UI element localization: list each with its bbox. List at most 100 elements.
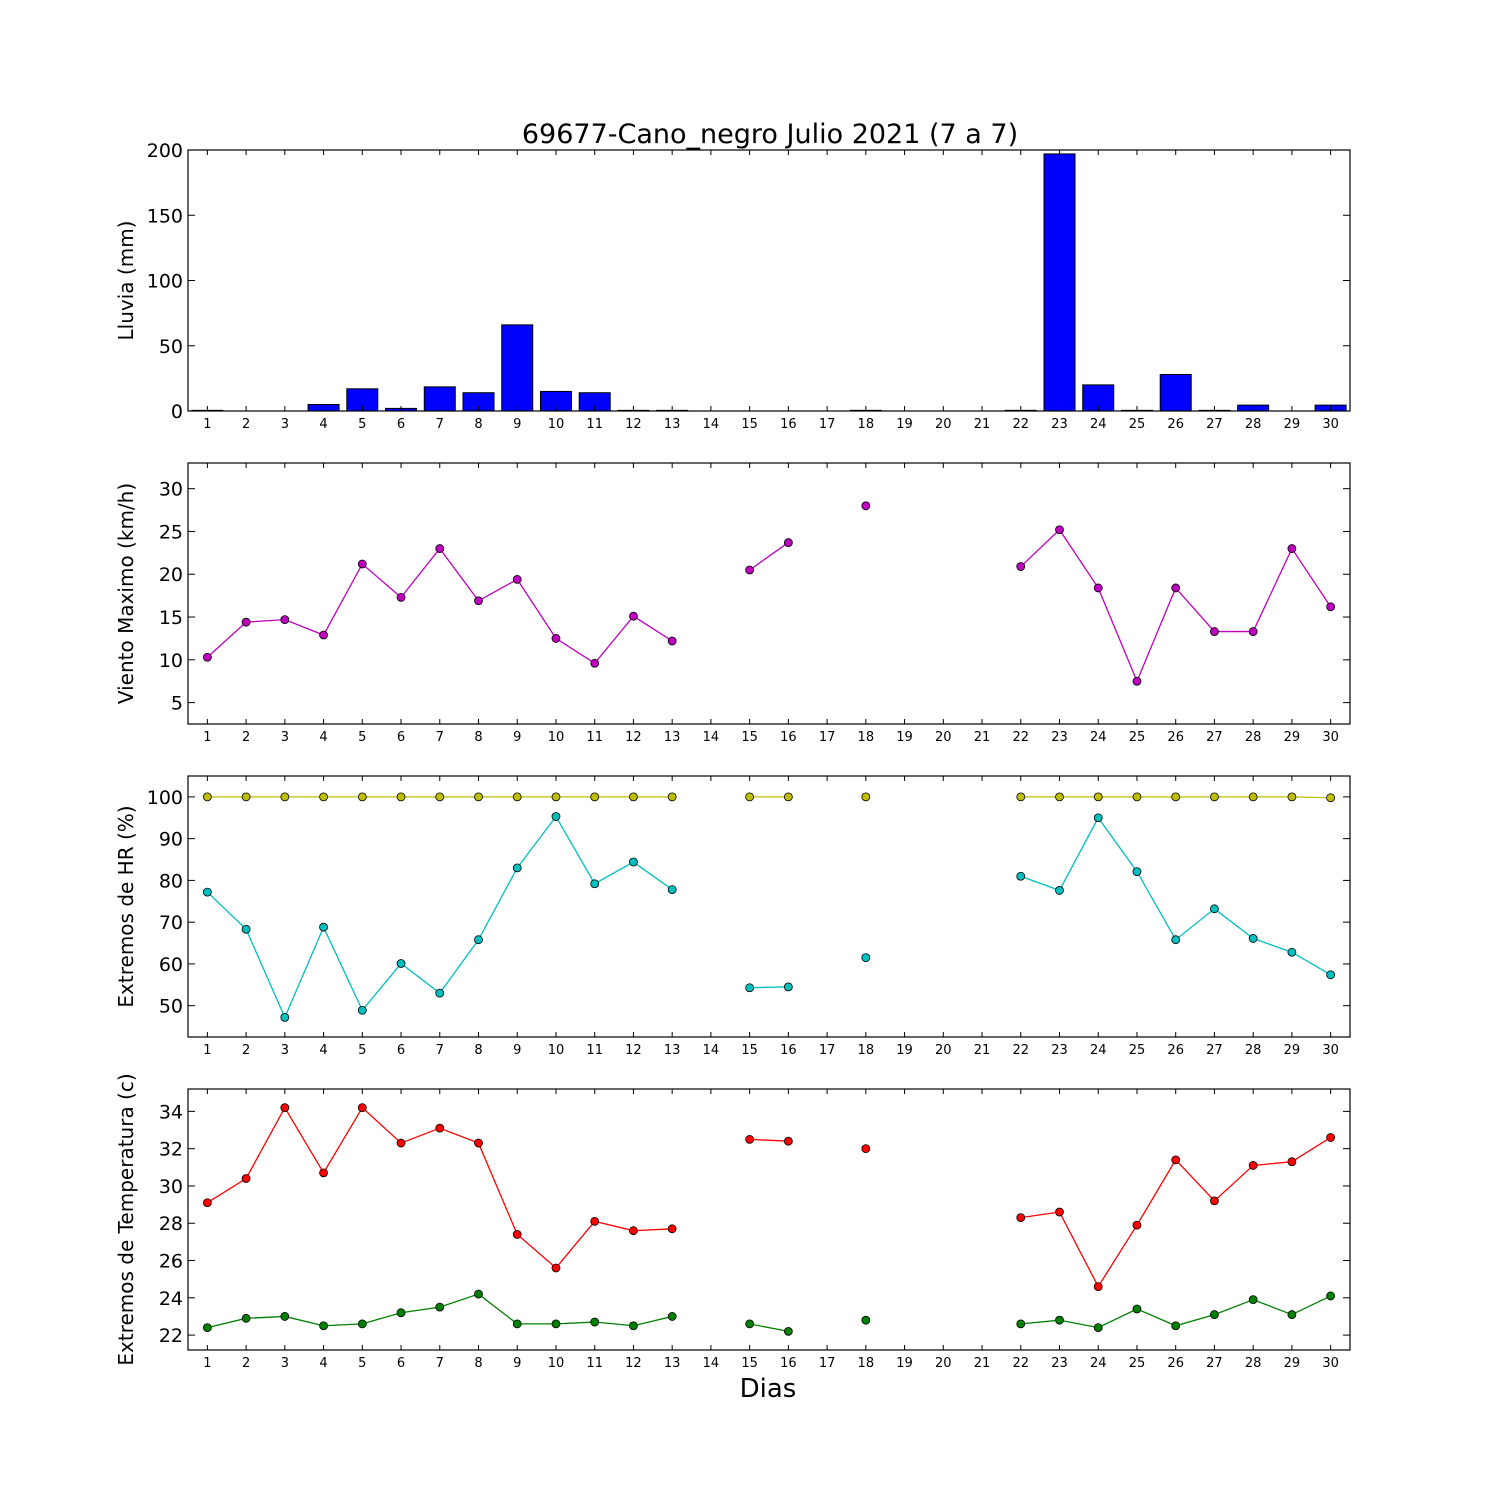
panel-temperature-ytick-label-34: 34 (159, 1101, 183, 1123)
panel-wind-ytick-label-30: 30 (159, 479, 183, 501)
panel-rain-xtick-label-13: 13 (664, 417, 681, 432)
panel-humidity-xtick-label-5: 5 (358, 1043, 366, 1058)
humidity-series-1-point-day-2 (241, 792, 251, 802)
panel-wind-xtick-label-16: 16 (780, 730, 797, 745)
panel-temperature-xtick-label-23: 23 (1051, 1356, 1068, 1371)
panel-wind-xtick-label-26: 26 (1167, 730, 1184, 745)
panel-rain-xtick-label-28: 28 (1245, 417, 1262, 432)
panel-humidity-xtick-label-26: 26 (1167, 1043, 1184, 1058)
temperature-series-1-point-day-11 (590, 1216, 600, 1226)
panel-humidity-xtick-label-23: 23 (1051, 1043, 1068, 1058)
panel-rain-xtick-label-3: 3 (281, 417, 289, 432)
panel-rain-xtick-label-1: 1 (203, 417, 211, 432)
wind-series-1-point-day-2 (241, 617, 251, 627)
panel-temperature-xtick-label-9: 9 (513, 1356, 521, 1371)
panel-wind-xtick-label-24: 24 (1090, 730, 1107, 745)
panel-rain-xtick-label-19: 19 (896, 417, 913, 432)
panel-wind-xtick-label-23: 23 (1051, 730, 1068, 745)
humidity-series-1 (202, 792, 1336, 803)
temperature-series-1-point-day-5 (357, 1103, 367, 1113)
panel-humidity-xtick-label-22: 22 (1012, 1043, 1029, 1058)
wind-series-1-point-day-15 (745, 565, 755, 575)
panel-humidity-xtick-label-25: 25 (1129, 1043, 1146, 1058)
panel-rain-xtick-label-5: 5 (358, 417, 366, 432)
humidity-series-2-point-day-18 (861, 953, 871, 963)
panel-wind-xtick-label-6: 6 (397, 730, 405, 745)
humidity-series-2-point-day-28 (1248, 934, 1258, 943)
humidity-series-2-point-day-9 (512, 863, 522, 873)
humidity-series-2-point-day-4 (319, 922, 328, 932)
panel-rain-xtick-label-22: 22 (1012, 417, 1029, 432)
panel-rain-xtick-label-25: 25 (1129, 417, 1146, 432)
humidity-series-2-point-day-8 (474, 935, 483, 945)
panel-temperature-xtick-label-15: 15 (741, 1356, 758, 1371)
temperature-series-2-point-day-7 (435, 1302, 445, 1312)
panel-wind-xtick-label-11: 11 (586, 730, 603, 745)
temperature-series-1-point-day-30 (1326, 1133, 1336, 1142)
humidity-series-1-point-day-23 (1055, 792, 1064, 802)
panel-rain-ytick-label-50: 50 (159, 336, 183, 358)
panel-rain-ytick-label-100: 100 (147, 271, 183, 293)
wind-series-1 (202, 501, 1336, 686)
temperature-series-1-point-day-16 (783, 1136, 793, 1146)
panel-humidity-xtick-label-12: 12 (625, 1043, 642, 1058)
humidity-series-2-point-day-2 (241, 924, 251, 934)
humidity-series-2-point-day-10 (551, 812, 561, 821)
wind-series-1-point-day-30 (1326, 602, 1336, 612)
temperature-series-1-point-day-24 (1093, 1282, 1103, 1292)
temperature-series-2-point-day-23 (1055, 1315, 1064, 1325)
panel-wind-xtick-label-27: 27 (1206, 730, 1223, 745)
panel-rain-xtick-label-26: 26 (1167, 417, 1184, 432)
wind-series-1-point-day-26 (1171, 583, 1181, 593)
panel-humidity-ytick-label-90: 90 (159, 829, 183, 851)
panel-temperature-xtick-label-30: 30 (1322, 1356, 1339, 1371)
panel-wind-xtick-label-19: 19 (896, 730, 913, 745)
panel-temperature-xtick-label-22: 22 (1012, 1356, 1029, 1371)
temperature-series-1-point-day-1 (202, 1198, 212, 1208)
wind-series-1-point-day-8 (474, 596, 483, 606)
panel-humidity-xtick-label-18: 18 (858, 1043, 875, 1058)
humidity-series-2-point-day-5 (357, 1005, 367, 1015)
wind-series-1-point-day-7 (435, 544, 445, 553)
panel-humidity-ytick-label-70: 70 (159, 912, 183, 934)
temperature-series-2-point-day-3 (280, 1312, 290, 1321)
wind-series-1-point-day-5 (357, 559, 367, 569)
panel-rain-xtick-label-15: 15 (741, 417, 758, 432)
panel-rain-xtick-label-18: 18 (858, 417, 875, 432)
temperature-series-2-point-day-12 (629, 1321, 638, 1331)
temperature-series-2-point-day-10 (551, 1319, 561, 1329)
panel-rain-xtick-label-29: 29 (1284, 417, 1301, 432)
panel-wind-xtick-label-17: 17 (819, 730, 836, 745)
panel-rain-xtick-label-27: 27 (1206, 417, 1223, 432)
panel-temperature-xtick-label-27: 27 (1206, 1356, 1223, 1371)
panel-wind-xtick-label-7: 7 (436, 730, 444, 745)
panel-rain-xtick-label-16: 16 (780, 417, 797, 432)
panel-wind-xtick-label-10: 10 (548, 730, 565, 745)
panel-temperature-xtick-label-1: 1 (203, 1356, 211, 1371)
temperature-series-2-point-day-4 (319, 1321, 328, 1331)
panel-wind-xtick-label-28: 28 (1245, 730, 1262, 745)
temperature-series-1-point-day-18 (861, 1144, 871, 1154)
wind-series-1-point-day-1 (202, 652, 212, 662)
temperature-series-1-point-day-8 (474, 1138, 483, 1148)
humidity-series-1-point-day-11 (590, 792, 600, 802)
humidity-series-1-point-day-8 (474, 792, 483, 802)
panel-rain-xtick-label-2: 2 (242, 417, 250, 432)
humidity-series-1-point-day-26 (1171, 792, 1181, 802)
temperature-series-2-point-day-13 (667, 1312, 677, 1321)
panel-temperature-xtick-label-3: 3 (281, 1356, 289, 1371)
humidity-series-1-point-day-6 (396, 792, 406, 802)
panel-wind-xtick-label-3: 3 (281, 730, 289, 745)
panel-wind-xtick-label-2: 2 (242, 730, 250, 745)
temperature-series-2-point-day-5 (357, 1319, 367, 1329)
humidity-series-2-point-day-24 (1093, 813, 1103, 823)
panel-temperature-xtick-label-10: 10 (548, 1356, 565, 1371)
wind-series-1-line (749, 542, 789, 571)
panel-humidity-ytick-label-80: 80 (159, 870, 183, 892)
wind-series-1-point-day-27 (1210, 627, 1219, 636)
humidity-series-2-point-day-13 (667, 885, 677, 894)
humidity-series-2-point-day-16 (783, 982, 793, 992)
panel-temperature-xtick-label-12: 12 (625, 1356, 642, 1371)
panel-rain-xtick-label-24: 24 (1090, 417, 1107, 432)
